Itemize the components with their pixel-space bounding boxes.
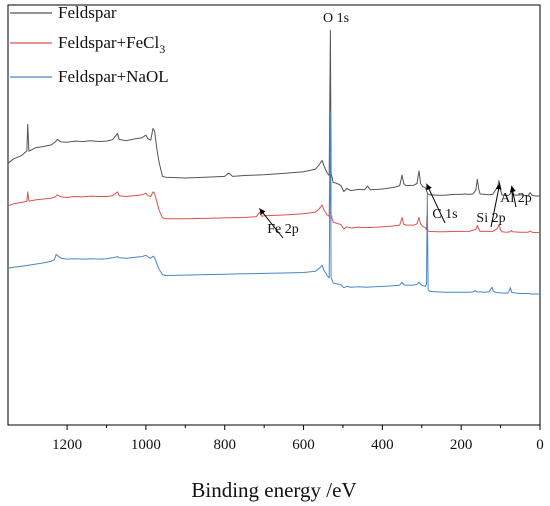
series-lines: [7, 29, 541, 295]
legend-label-3: Feldspar+NaOL: [58, 67, 169, 86]
annotation-arrow: [426, 183, 446, 224]
x-tick-label: 1000: [131, 437, 161, 453]
legend-label-1: Feldspar: [58, 3, 117, 22]
legend: Feldspar Feldspar+FeCl3 Feldspar+NaOL: [10, 3, 169, 86]
annotation-arrowhead: [509, 185, 516, 193]
annotation-si-2p: Si 2p: [476, 211, 505, 226]
plot-frame: [7, 4, 541, 426]
annotation-al-2p: Al 2p: [500, 191, 532, 206]
x-tick-label: 600: [292, 437, 315, 453]
x-tick-label: 800: [213, 437, 236, 453]
series-line-2: [7, 119, 540, 234]
plot-area: [7, 4, 541, 426]
peak-annotations: O 1s Fe 2p C 1s Si 2p Al 2p: [259, 11, 532, 239]
x-tick-label: 200: [450, 437, 473, 453]
x-axis: 1200 1000 800 600 400 200 0: [52, 425, 544, 453]
x-tick-label: 1200: [52, 437, 82, 453]
series-line-3: [7, 111, 540, 295]
annotation-arrowhead: [426, 183, 432, 191]
series-line-1: [7, 29, 541, 197]
annotation-arrowhead: [495, 183, 502, 190]
annotation-arrow: [490, 183, 501, 228]
x-tick-label: 0: [536, 437, 544, 453]
annotation-o-1s: O 1s: [323, 11, 349, 26]
annotation-arrow: [259, 208, 284, 239]
annotation-fe-2p: Fe 2p: [267, 222, 299, 237]
annotation-arrowhead: [259, 208, 266, 215]
legend-label-2: Feldspar+FeCl3: [58, 33, 165, 56]
x-axis-label: Binding energy /eV: [191, 478, 356, 502]
annotation-c-1s: C 1s: [432, 207, 457, 222]
x-tick-label: 400: [371, 437, 394, 453]
